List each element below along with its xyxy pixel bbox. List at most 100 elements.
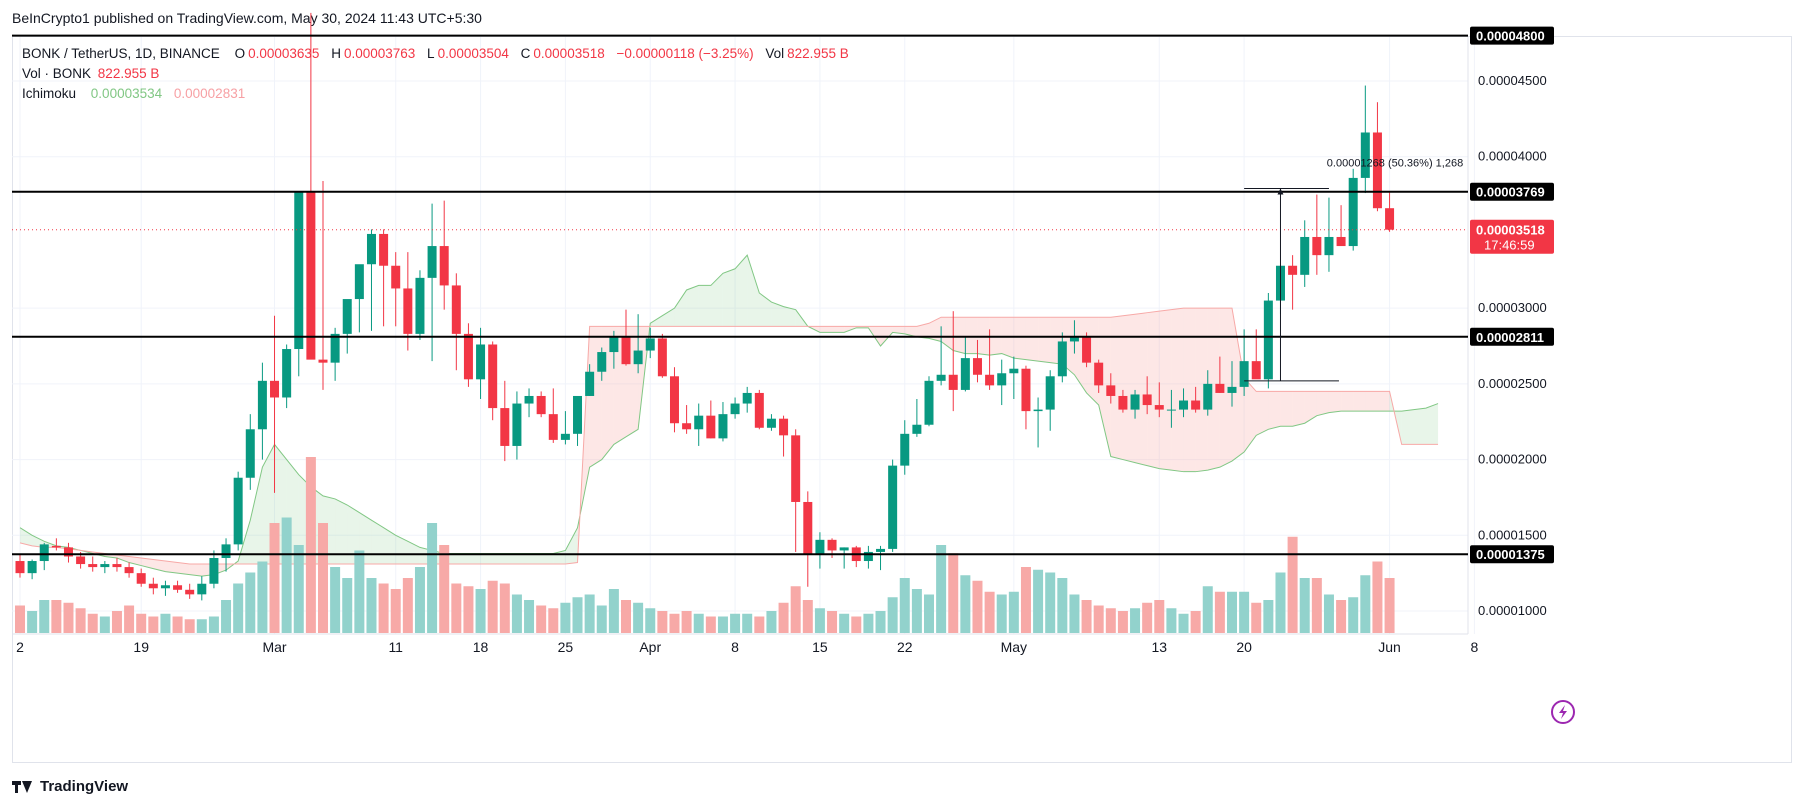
candle-body[interactable] — [1154, 405, 1164, 410]
candle-body[interactable] — [15, 561, 25, 574]
candle-body[interactable] — [876, 548, 886, 552]
candle-body[interactable] — [706, 415, 716, 439]
candle-body[interactable] — [754, 392, 764, 428]
candle-body[interactable] — [815, 539, 825, 555]
candle-body[interactable] — [76, 556, 86, 565]
candle-body[interactable] — [354, 264, 364, 300]
candle-body[interactable] — [1106, 385, 1116, 396]
candle-body[interactable] — [318, 359, 328, 363]
candle-body[interactable] — [621, 336, 631, 365]
candle-body[interactable] — [1130, 394, 1140, 410]
candle-body[interactable] — [1082, 336, 1092, 363]
candle-body[interactable] — [1166, 409, 1176, 411]
candle-body[interactable] — [827, 539, 837, 551]
candle-body[interactable] — [960, 358, 970, 390]
candle-body[interactable] — [488, 344, 498, 409]
candle-body[interactable] — [1191, 400, 1201, 410]
candle-body[interactable] — [476, 344, 486, 380]
candle-body[interactable] — [512, 403, 522, 446]
candle-body[interactable] — [888, 465, 898, 549]
candle-body[interactable] — [548, 414, 558, 440]
candle-body[interactable] — [1021, 368, 1031, 412]
candle-body[interactable] — [294, 191, 304, 350]
candle-body[interactable] — [585, 371, 595, 396]
candle-body[interactable] — [669, 376, 679, 424]
candle-body[interactable] — [1385, 208, 1395, 230]
candle-body[interactable] — [997, 373, 1007, 386]
candle-body[interactable] — [1069, 336, 1079, 342]
symbol-label[interactable]: BONK / TetherUS, 1D, BINANCE — [22, 46, 220, 61]
candle-body[interactable] — [560, 433, 570, 440]
candle-body[interactable] — [1336, 236, 1346, 247]
candle-body[interactable] — [1288, 265, 1298, 275]
candle-body[interactable] — [148, 583, 158, 589]
candle-body[interactable] — [1251, 361, 1261, 380]
candle-body[interactable] — [185, 589, 195, 595]
candle-body[interactable] — [597, 352, 607, 372]
candle-body[interactable] — [270, 380, 280, 398]
candle-body[interactable] — [282, 349, 292, 398]
candle-body[interactable] — [391, 265, 401, 289]
candle-body[interactable] — [136, 573, 146, 584]
candle-body[interactable] — [1179, 400, 1189, 410]
candle-body[interactable] — [609, 336, 619, 353]
candle-body[interactable] — [379, 233, 389, 266]
candle-body[interactable] — [803, 501, 813, 555]
candle-body[interactable] — [63, 547, 73, 557]
candle-body[interactable] — [257, 380, 267, 430]
candle-body[interactable] — [1033, 409, 1043, 412]
candle-body[interactable] — [1142, 394, 1152, 406]
candle-body[interactable] — [791, 435, 801, 502]
candle-body[interactable] — [645, 338, 655, 351]
candle-body[interactable] — [524, 395, 534, 404]
candle-body[interactable] — [1094, 362, 1104, 386]
candle-body[interactable] — [536, 395, 546, 415]
candle-body[interactable] — [863, 551, 873, 562]
candle-body[interactable] — [633, 350, 643, 365]
candle-body[interactable] — [342, 299, 352, 334]
candle-body[interactable] — [1360, 132, 1370, 178]
candle-body[interactable] — [173, 585, 183, 590]
candle-body[interactable] — [306, 191, 316, 360]
candle-body[interactable] — [1348, 177, 1358, 247]
footer-brand[interactable]: TradingView — [12, 778, 128, 795]
candle-body[interactable] — [1057, 341, 1067, 377]
candle-body[interactable] — [985, 374, 995, 386]
candle-body[interactable] — [1203, 383, 1213, 410]
candle-body[interactable] — [948, 374, 958, 390]
candle-body[interactable] — [27, 561, 37, 574]
candle-body[interactable] — [1239, 361, 1249, 387]
candle-body[interactable] — [718, 414, 728, 439]
candle-body[interactable] — [39, 544, 49, 562]
candle-body[interactable] — [124, 567, 134, 574]
candle-body[interactable] — [742, 392, 752, 404]
candle-body[interactable] — [779, 418, 789, 436]
candle-body[interactable] — [1227, 386, 1237, 393]
candle-body[interactable] — [1300, 236, 1310, 275]
candle-body[interactable] — [51, 545, 61, 548]
candle-body[interactable] — [1118, 395, 1128, 410]
candle-body[interactable] — [1312, 236, 1322, 256]
candle-body[interactable] — [500, 408, 510, 446]
candle-body[interactable] — [1045, 376, 1055, 410]
volume-row[interactable]: Vol · BONK 822.955 B — [22, 64, 849, 84]
candle-body[interactable] — [221, 544, 231, 558]
candle-body[interactable] — [1009, 368, 1019, 374]
candle-body[interactable] — [112, 564, 122, 568]
candle-body[interactable] — [403, 288, 413, 334]
candle-body[interactable] — [233, 477, 243, 545]
candle-body[interactable] — [839, 547, 849, 551]
candle-body[interactable] — [573, 395, 583, 434]
candle-body[interactable] — [972, 358, 982, 375]
candle-body[interactable] — [415, 277, 425, 334]
candle-body[interactable] — [197, 583, 207, 595]
candle-body[interactable] — [1215, 383, 1225, 393]
candle-body[interactable] — [766, 418, 776, 428]
candle-body[interactable] — [936, 374, 946, 381]
candle-body[interactable] — [682, 423, 692, 430]
candle-body[interactable] — [463, 333, 473, 380]
candle-body[interactable] — [88, 564, 98, 568]
candle-body[interactable] — [439, 246, 449, 286]
candle-body[interactable] — [330, 333, 340, 363]
